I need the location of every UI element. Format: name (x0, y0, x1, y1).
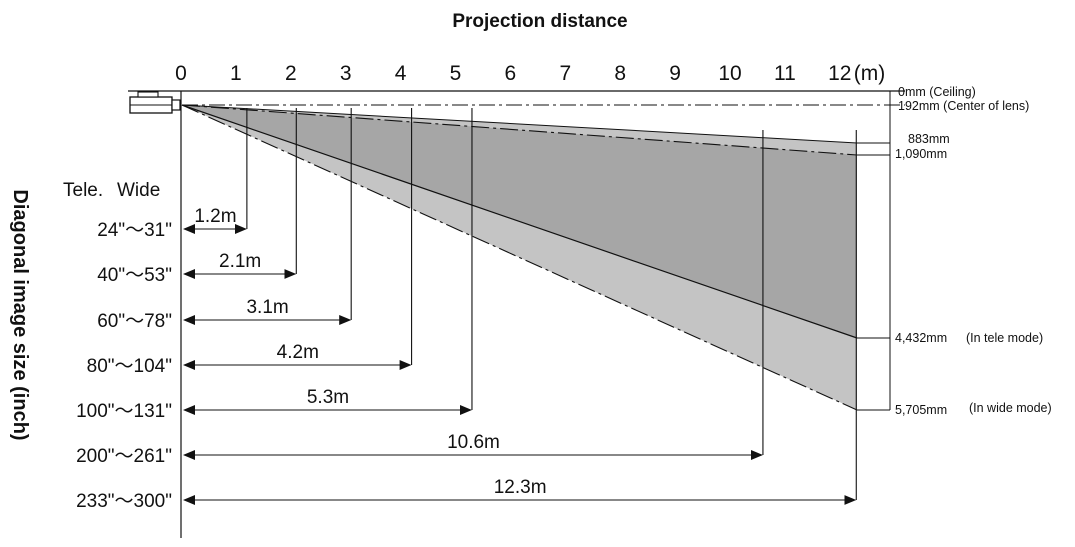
x-tick-label: 5 (450, 62, 462, 85)
annotation-tele-top: 883mm (908, 132, 950, 146)
header-tele: Tele. (63, 180, 103, 201)
x-tick-label: 3 (340, 62, 352, 85)
x-tick-label: 4 (395, 62, 407, 85)
x-tick-label: 6 (505, 62, 517, 85)
x-tick-label: 9 (669, 62, 681, 85)
annotation-wide-note: (In wide mode) (969, 401, 1052, 415)
image-size-label: 200"～261" (76, 446, 172, 467)
image-size-label: 40"～53" (97, 265, 172, 286)
distance-value-label: 12.3m (494, 477, 547, 498)
image-size-label: 24"～31" (97, 220, 172, 241)
x-axis-unit: (m) (854, 62, 885, 85)
wide-top-edge (181, 104, 858, 156)
distance-value-label: 1.2m (194, 206, 236, 227)
x-tick-label: 0 (175, 62, 187, 85)
image-size-label: 60"～78" (97, 311, 172, 332)
distance-row: 200"～261" 10.6m (76, 130, 764, 467)
image-size-label: 233"～300" (76, 491, 172, 512)
diagram-title: Projection distance (452, 11, 627, 32)
x-tick-label: 2 (285, 62, 297, 85)
distance-row: 100"～131" 5.3m (76, 108, 473, 422)
distance-row: 40"～53" 2.1m (97, 108, 297, 286)
right-dimension-bracket (857, 91, 891, 411)
header-wide: Wide (117, 180, 160, 201)
annotation-ceiling: 0mm (Ceiling) (898, 85, 976, 99)
distance-value-label: 5.3m (307, 387, 349, 408)
x-axis-ticks: 0 1 2 3 4 5 6 7 8 9 10 11 12 (m) (175, 62, 885, 85)
x-tick-label: 7 (559, 62, 571, 85)
tele-bottom-edge (181, 104, 858, 339)
distance-row: 80"～104" 4.2m (87, 108, 413, 377)
annotation-wide-top: 1,090mm (895, 147, 947, 161)
y-axis-label: Diagonal image size (inch) (9, 189, 31, 440)
annotation-tele-note: (In tele mode) (966, 331, 1043, 345)
distance-rows: 24"～31"1.2m40"～53"2.1m60"～78"3.1m80"～104… (76, 108, 857, 512)
distance-value-label: 3.1m (246, 297, 288, 318)
distance-value-label: 10.6m (447, 432, 500, 453)
annotation-lens-center: 192mm (Center of lens) (898, 99, 1029, 113)
distance-row: 233"～300" 12.3m (76, 130, 857, 512)
projector-icon (129, 91, 181, 114)
x-tick-label: 1 (230, 62, 242, 85)
image-size-label: 100"～131" (76, 401, 172, 422)
image-size-label: 80"～104" (87, 356, 172, 377)
annotation-wide-bottom: 5,705mm (895, 403, 947, 417)
x-tick-label: 12 (828, 62, 851, 85)
distance-value-label: 4.2m (277, 342, 319, 363)
wide-bottom-edge (181, 104, 858, 411)
x-tick-label: 8 (614, 62, 626, 85)
x-tick-label: 11 (774, 62, 796, 85)
distance-row: 24"～31" 1.2m (97, 108, 248, 241)
tele-top-edge (181, 104, 858, 144)
x-tick-label: 10 (718, 62, 741, 85)
annotation-tele-bottom: 4,432mm (895, 331, 947, 345)
distance-row: 60"～78" 3.1m (97, 108, 352, 332)
distance-value-label: 2.1m (219, 251, 261, 272)
